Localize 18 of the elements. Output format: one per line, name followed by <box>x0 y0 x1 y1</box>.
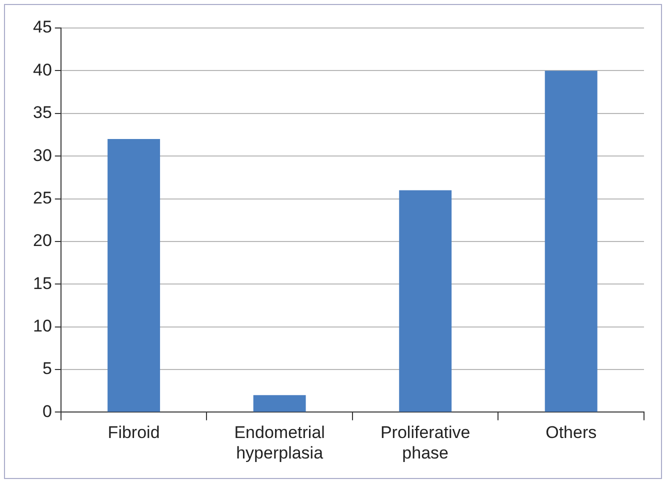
y-tick-label: 15 <box>32 274 52 293</box>
y-tick-label: 30 <box>32 146 52 165</box>
bar <box>399 190 452 412</box>
x-tick-label: Proliferative phase <box>380 423 470 462</box>
y-tick-label: 40 <box>32 60 52 80</box>
bar <box>544 70 598 412</box>
y-tick-label: 35 <box>32 103 52 122</box>
y-tick-label: 5 <box>42 359 52 378</box>
y-tick-label: 20 <box>32 231 52 250</box>
y-tick-label: 25 <box>32 188 52 208</box>
y-tick-label: 0 <box>42 402 52 421</box>
x-tick-label: Others <box>546 423 597 442</box>
x-tick-label: Fibroid <box>108 423 160 442</box>
y-tick-label: 10 <box>32 316 52 336</box>
bar <box>108 138 160 412</box>
bar <box>253 395 306 412</box>
x-tick-label: Endometrial hyperplasia <box>234 423 325 462</box>
y-tick-label: 45 <box>32 18 52 37</box>
